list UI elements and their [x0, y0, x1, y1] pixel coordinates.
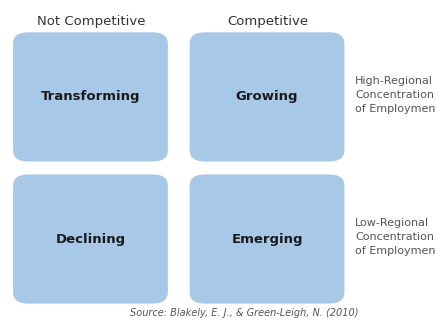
Text: Not Competitive: Not Competitive [37, 15, 146, 27]
Text: Declining: Declining [55, 233, 126, 245]
FancyBboxPatch shape [190, 174, 344, 304]
Text: High-Regional
Concentration
of Employment: High-Regional Concentration of Employmen… [355, 76, 436, 114]
Text: Growing: Growing [236, 90, 298, 103]
FancyBboxPatch shape [190, 32, 344, 162]
Text: Emerging: Emerging [232, 233, 303, 245]
FancyBboxPatch shape [13, 174, 168, 304]
Text: Competitive: Competitive [228, 15, 309, 27]
Text: Low-Regional
Concentration
of Employment: Low-Regional Concentration of Employment [355, 218, 436, 256]
Text: Source: Blakely, E. J., & Green-Leigh, N. (2010): Source: Blakely, E. J., & Green-Leigh, N… [130, 308, 358, 318]
Text: Transforming: Transforming [41, 90, 140, 103]
FancyBboxPatch shape [13, 32, 168, 162]
